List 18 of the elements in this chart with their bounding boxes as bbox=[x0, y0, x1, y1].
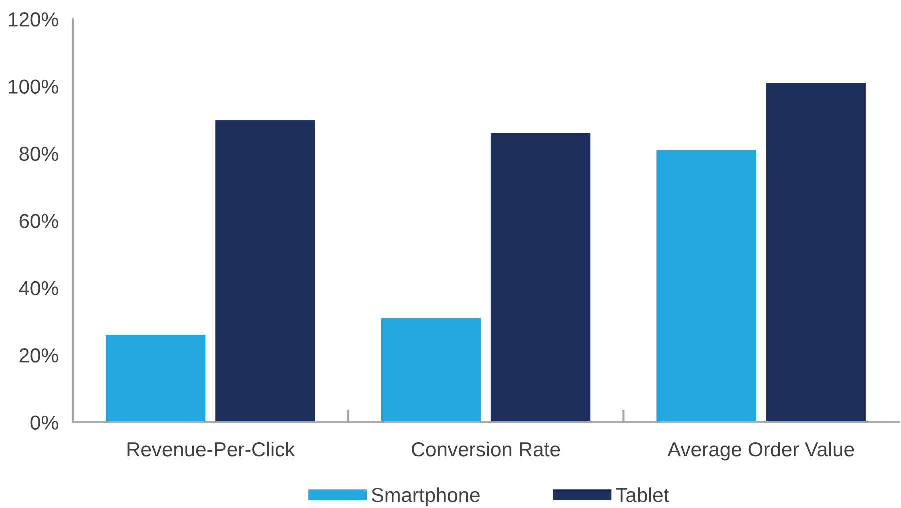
bar bbox=[381, 318, 482, 422]
y-tick-label: 20% bbox=[20, 348, 58, 363]
y-tick-label: 40% bbox=[19, 281, 58, 296]
y-tick-label: 0% bbox=[30, 416, 58, 430]
legend-label: Smartphone bbox=[372, 488, 480, 506]
bar bbox=[656, 150, 756, 422]
y-tick-label: 80% bbox=[20, 146, 58, 162]
y-tick-label: 120% bbox=[9, 12, 58, 27]
x-tick-label: Revenue-Per-Click bbox=[128, 442, 296, 457]
bar bbox=[490, 134, 591, 422]
bar bbox=[216, 120, 316, 422]
y-tick-label: 60% bbox=[20, 214, 58, 228]
bar bbox=[766, 83, 866, 422]
legend-label: Tablet bbox=[616, 488, 670, 502]
bar bbox=[106, 335, 206, 422]
x-tick-label: Average Order Value bbox=[668, 442, 854, 461]
y-tick-label: 100% bbox=[9, 80, 58, 94]
x-tick-label: Conversion Rate bbox=[412, 442, 560, 457]
